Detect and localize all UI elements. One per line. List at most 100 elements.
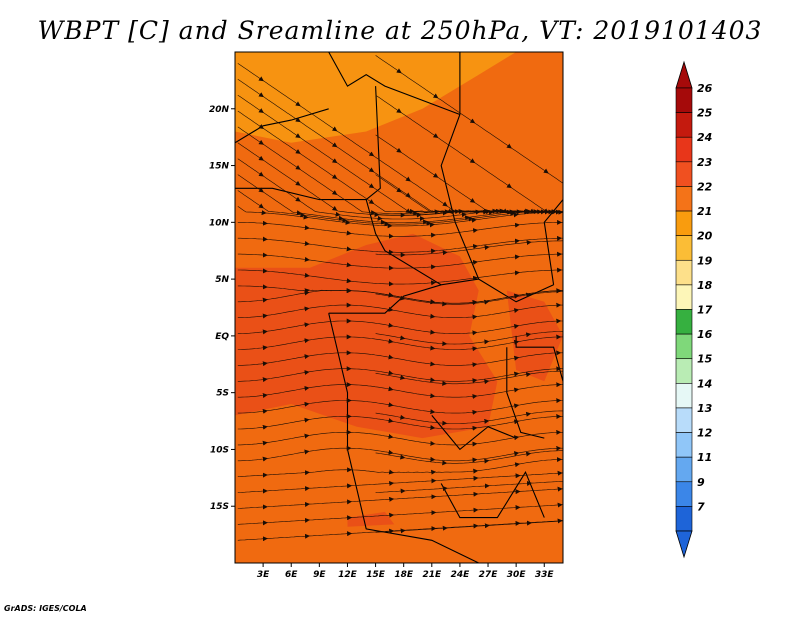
country-border xyxy=(431,415,517,451)
streamline xyxy=(375,520,563,533)
colorbar: 26 25 24 23 22 21 20 19 18 17 16 15 14 13 12 11 9 7 xyxy=(675,60,713,559)
streamline xyxy=(237,304,563,318)
lat-tick-label: 10N xyxy=(209,218,230,228)
streamline-arrow xyxy=(368,199,375,205)
warm-region-east xyxy=(506,290,563,382)
colorbar-swatch xyxy=(675,112,693,138)
colorbar-label: 14 xyxy=(697,377,712,390)
streamline xyxy=(237,384,563,398)
lon-tick-label: 33E xyxy=(535,570,555,580)
streamline-arrow xyxy=(388,386,394,392)
streamline xyxy=(237,416,563,430)
cool-region-north xyxy=(235,52,517,143)
streamline-arrow xyxy=(331,142,338,148)
colorbar-label: 18 xyxy=(697,279,713,292)
streamline xyxy=(237,488,563,509)
lat-tick-label: 15S xyxy=(210,502,229,512)
country-border xyxy=(328,313,479,563)
streamline-arrow xyxy=(258,108,264,114)
lon-tick-label: 15E xyxy=(366,570,386,580)
streamline-arrow xyxy=(258,203,264,209)
latitude-axis: 20N 15N 10N 5N EQ 5S 10S 15S xyxy=(209,105,235,512)
country-border xyxy=(440,470,545,519)
streamline xyxy=(375,480,563,493)
streamline-arrow xyxy=(432,172,439,178)
streamline-arrow xyxy=(469,118,476,124)
map-frame xyxy=(234,51,564,564)
colorbar-swatch xyxy=(675,407,693,433)
streamline xyxy=(237,253,563,269)
streamline xyxy=(237,269,563,285)
colorbar-swatch xyxy=(675,259,693,286)
colorbar-swatch xyxy=(675,358,693,384)
streamline-arrow xyxy=(432,133,439,139)
colorbar-label: 12 xyxy=(697,427,713,440)
colorbar-label: 23 xyxy=(697,156,713,169)
streamline-arrow xyxy=(442,201,448,207)
streamline-arrow xyxy=(331,174,338,180)
streamline-arrow xyxy=(469,158,476,164)
colorbar-label: 22 xyxy=(697,180,713,193)
colorbar-swatch xyxy=(675,481,693,507)
streamline-arrow xyxy=(368,151,375,157)
streamline-arrow xyxy=(331,158,338,164)
colorbar-label: 15 xyxy=(697,353,713,366)
lat-tick-label: 5N xyxy=(215,275,229,285)
colorbar-swatch xyxy=(675,456,693,483)
streamline-arrow xyxy=(405,176,411,182)
colorbar-swatch xyxy=(675,309,693,335)
lon-tick-label: 24E xyxy=(451,570,471,580)
lon-tick-label: 30E xyxy=(507,570,527,580)
streamline-arrow xyxy=(295,164,301,170)
colorbar-label: 16 xyxy=(697,328,713,341)
lat-tick-label: EQ xyxy=(215,332,229,342)
colorbar-label: 9 xyxy=(697,476,705,489)
streamline xyxy=(375,450,563,464)
lon-tick-label: 21E xyxy=(422,570,442,580)
streamline xyxy=(237,459,563,477)
lat-tick-label: 5S xyxy=(216,389,229,399)
streamline-arrow xyxy=(295,196,301,202)
streamline-arrow xyxy=(405,192,411,198)
streamline xyxy=(237,190,561,225)
colorbar-label: 17 xyxy=(697,304,713,317)
streamline-arrow xyxy=(331,205,338,211)
colorbar-label: 7 xyxy=(697,500,705,513)
streamline-arrow xyxy=(258,139,264,145)
streamline xyxy=(237,206,563,227)
grads-credit: GrADS: IGES/COLA xyxy=(4,604,87,613)
colorbar-top-arrow xyxy=(675,60,693,89)
streamline-arrow xyxy=(258,187,264,193)
streamline-arrow xyxy=(295,117,301,123)
lon-tick-label: 9E xyxy=(313,570,326,580)
streamline xyxy=(237,400,563,414)
lat-tick-label: 10S xyxy=(210,445,229,455)
streamline xyxy=(237,504,563,525)
colorbar-swatch xyxy=(675,186,693,212)
streamline-arrow xyxy=(543,168,549,174)
streamline-arrow xyxy=(331,190,338,195)
streamline-arrow xyxy=(295,101,301,107)
lon-tick-label: 12E xyxy=(338,570,358,580)
colorbar-bottom-arrow xyxy=(675,530,693,559)
streamline xyxy=(237,472,563,493)
lon-tick-label: 27E xyxy=(479,570,499,580)
streamline-arrow xyxy=(258,155,264,161)
streamline xyxy=(237,336,563,350)
colorbar-label: 26 xyxy=(697,82,713,95)
streamline-arrow xyxy=(506,143,512,149)
streamlines xyxy=(237,55,563,542)
streamline xyxy=(237,237,563,253)
streamline-arrow xyxy=(258,92,264,98)
colorbar-label: 11 xyxy=(697,451,712,464)
streamline-arrow xyxy=(396,68,402,74)
longitude-axis: 3E 6E 9E 12E 15E 18E 21E 24E 27E 30E 33E xyxy=(257,563,555,580)
streamline xyxy=(375,370,563,385)
streamline-arrow xyxy=(506,183,512,189)
streamline-arrow xyxy=(388,354,394,360)
streamline-arrow xyxy=(258,76,264,82)
colorbar-label: 24 xyxy=(697,131,712,144)
streamline xyxy=(375,94,563,213)
streamline xyxy=(375,410,563,424)
